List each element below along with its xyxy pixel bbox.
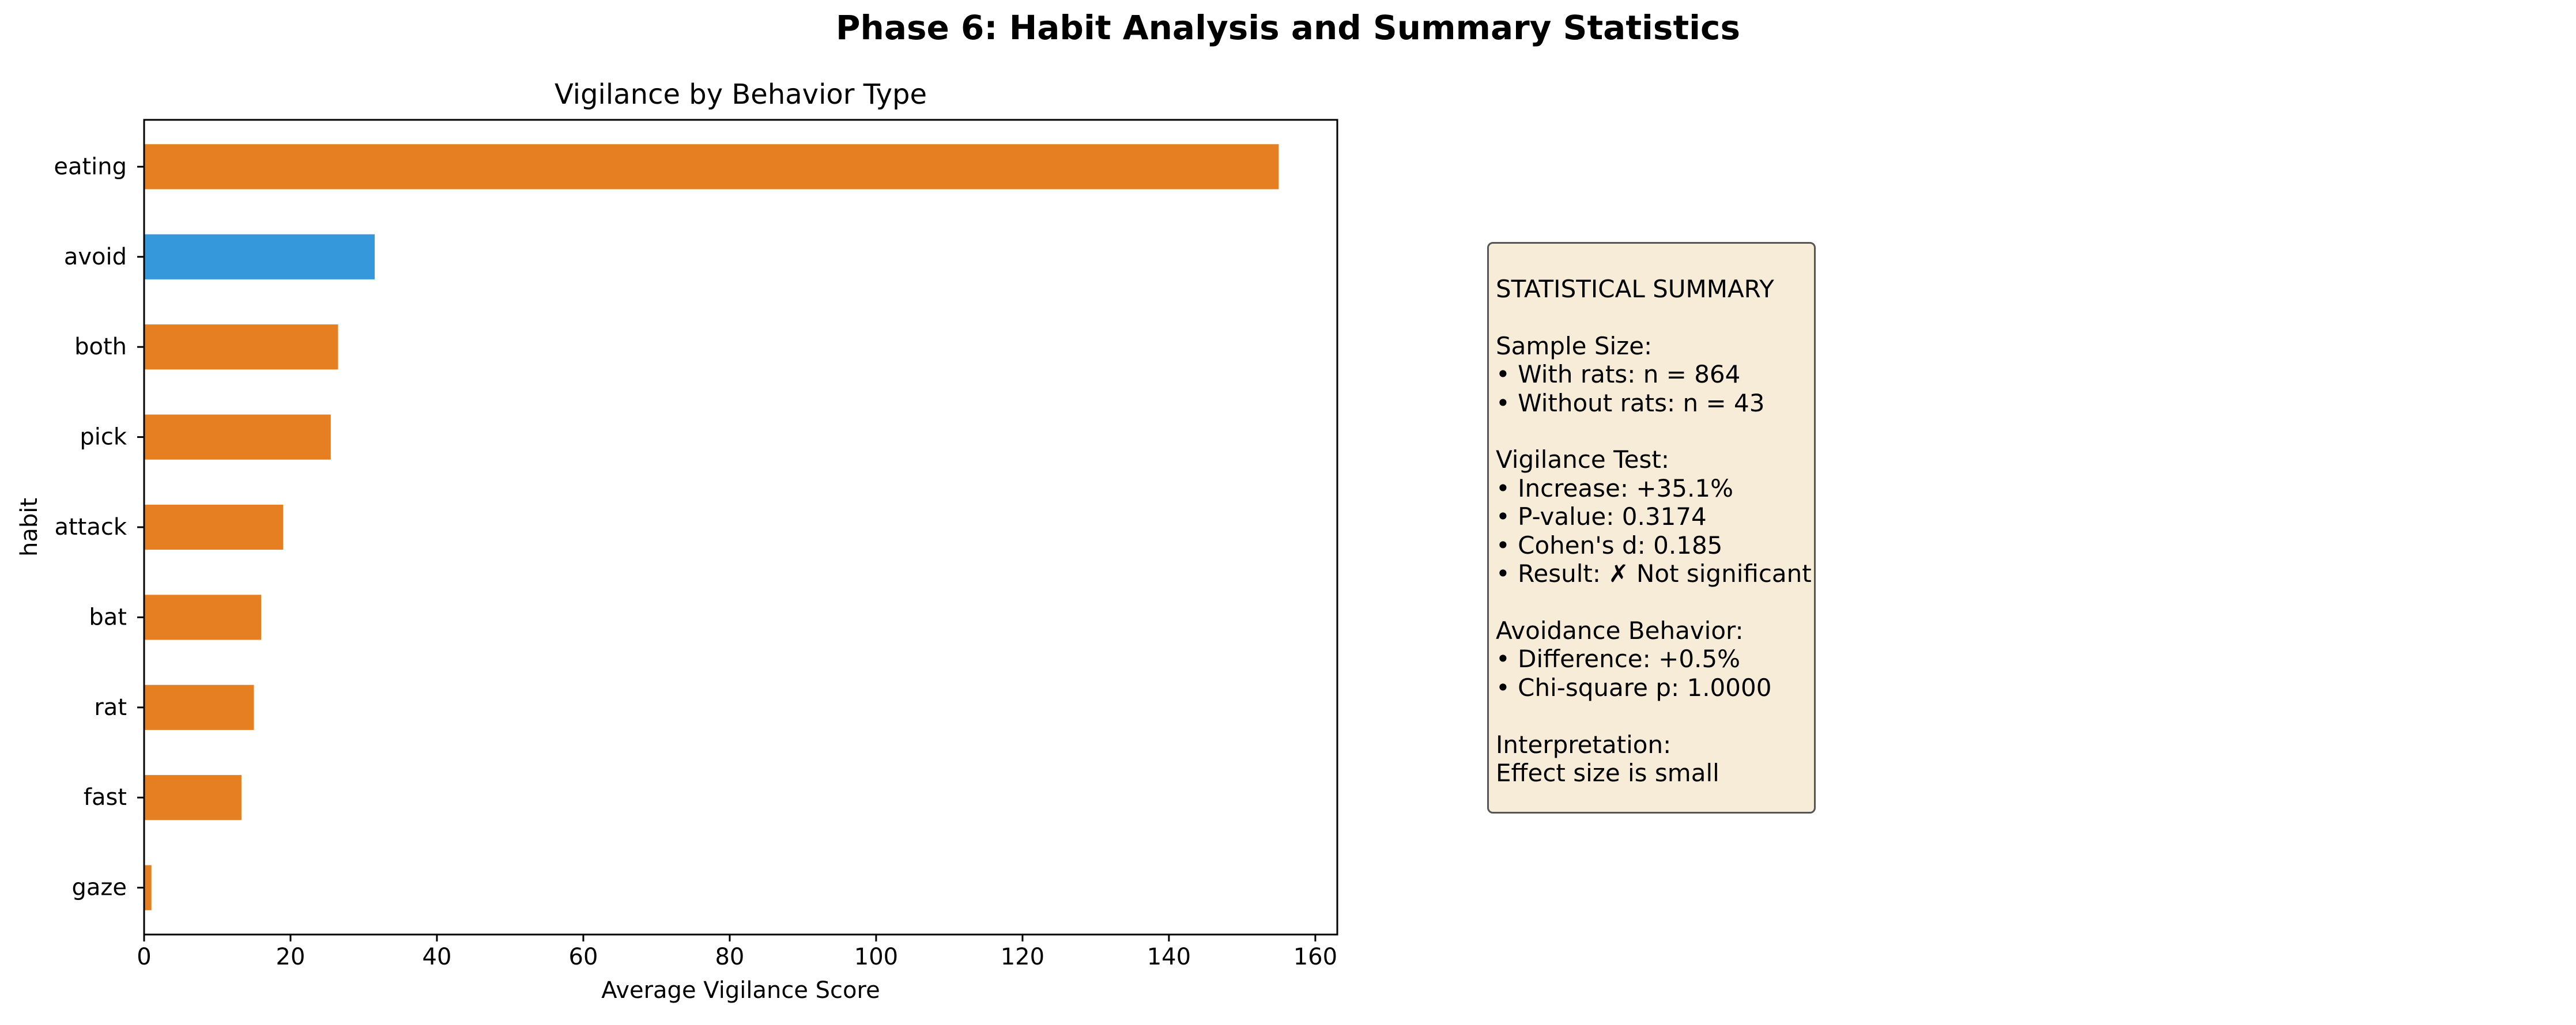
summary-line: • Chi-square p: 1.0000 bbox=[1496, 673, 1772, 702]
bar-bat bbox=[144, 595, 262, 640]
summary-line: Avoidance Behavior: bbox=[1496, 616, 1744, 645]
summary-line: • With rats: n = 864 bbox=[1496, 360, 1741, 389]
y-tick-label: bat bbox=[89, 604, 127, 630]
bar-pick bbox=[144, 414, 331, 460]
figure-title: Phase 6: Habit Analysis and Summary Stat… bbox=[836, 8, 1740, 47]
x-tick-label: 40 bbox=[423, 944, 452, 970]
summary-line: Effect size is small bbox=[1496, 758, 1719, 787]
bar-fast bbox=[144, 775, 242, 820]
summary-line: Sample Size: bbox=[1496, 331, 1653, 360]
y-tick-label: fast bbox=[84, 784, 127, 811]
y-tick-label: pick bbox=[80, 424, 127, 451]
summary-line: Vigilance Test: bbox=[1496, 445, 1669, 474]
summary-line: • P-value: 0.3174 bbox=[1496, 502, 1707, 531]
summary-spacer bbox=[1496, 417, 1808, 445]
summary-spacer bbox=[1496, 702, 1808, 730]
bar-avoid bbox=[144, 234, 375, 279]
x-tick-label: 120 bbox=[1001, 944, 1044, 970]
y-tick-label: both bbox=[74, 334, 127, 360]
summary-line: • Without rats: n = 43 bbox=[1496, 388, 1765, 417]
bar-rat bbox=[144, 684, 254, 730]
x-axis-label: Average Vigilance Score bbox=[601, 977, 880, 1004]
x-tick-label: 140 bbox=[1147, 944, 1191, 970]
summary-spacer bbox=[1496, 588, 1808, 616]
summary-line: • Difference: +0.5% bbox=[1496, 645, 1741, 674]
x-tick-label: 100 bbox=[854, 944, 898, 970]
y-tick-label: attack bbox=[54, 514, 127, 540]
summary-spacer bbox=[1496, 303, 1808, 331]
x-tick-label: 80 bbox=[715, 944, 744, 970]
x-tick-label: 160 bbox=[1293, 944, 1337, 970]
y-axis-label: habit bbox=[16, 498, 43, 557]
y-tick-label: avoid bbox=[64, 244, 127, 270]
plot-frame bbox=[143, 119, 1338, 936]
bar-both bbox=[144, 324, 338, 370]
x-tick-label: 60 bbox=[569, 944, 598, 970]
bar-eating bbox=[144, 144, 1279, 190]
summary-line: Interpretation: bbox=[1496, 730, 1672, 759]
chart-title: Vigilance by Behavior Type bbox=[555, 78, 927, 111]
y-tick-label: rat bbox=[94, 694, 127, 721]
statistical-summary-box: STATISTICAL SUMMARY Sample Size: • With r… bbox=[1487, 242, 1816, 814]
y-tick-label: gaze bbox=[71, 875, 127, 901]
summary-line: • Cohen's d: 0.185 bbox=[1496, 531, 1723, 559]
summary-line: • Result: ✗ Not significant bbox=[1496, 559, 1812, 588]
x-tick-label: 0 bbox=[137, 944, 151, 970]
bar-attack bbox=[144, 504, 284, 550]
y-tick-label: eating bbox=[54, 153, 127, 180]
summary-line: • Increase: +35.1% bbox=[1496, 474, 1733, 502]
bar-gaze bbox=[144, 865, 152, 910]
x-tick-label: 20 bbox=[276, 944, 306, 970]
summary-line: STATISTICAL SUMMARY bbox=[1496, 275, 1774, 303]
